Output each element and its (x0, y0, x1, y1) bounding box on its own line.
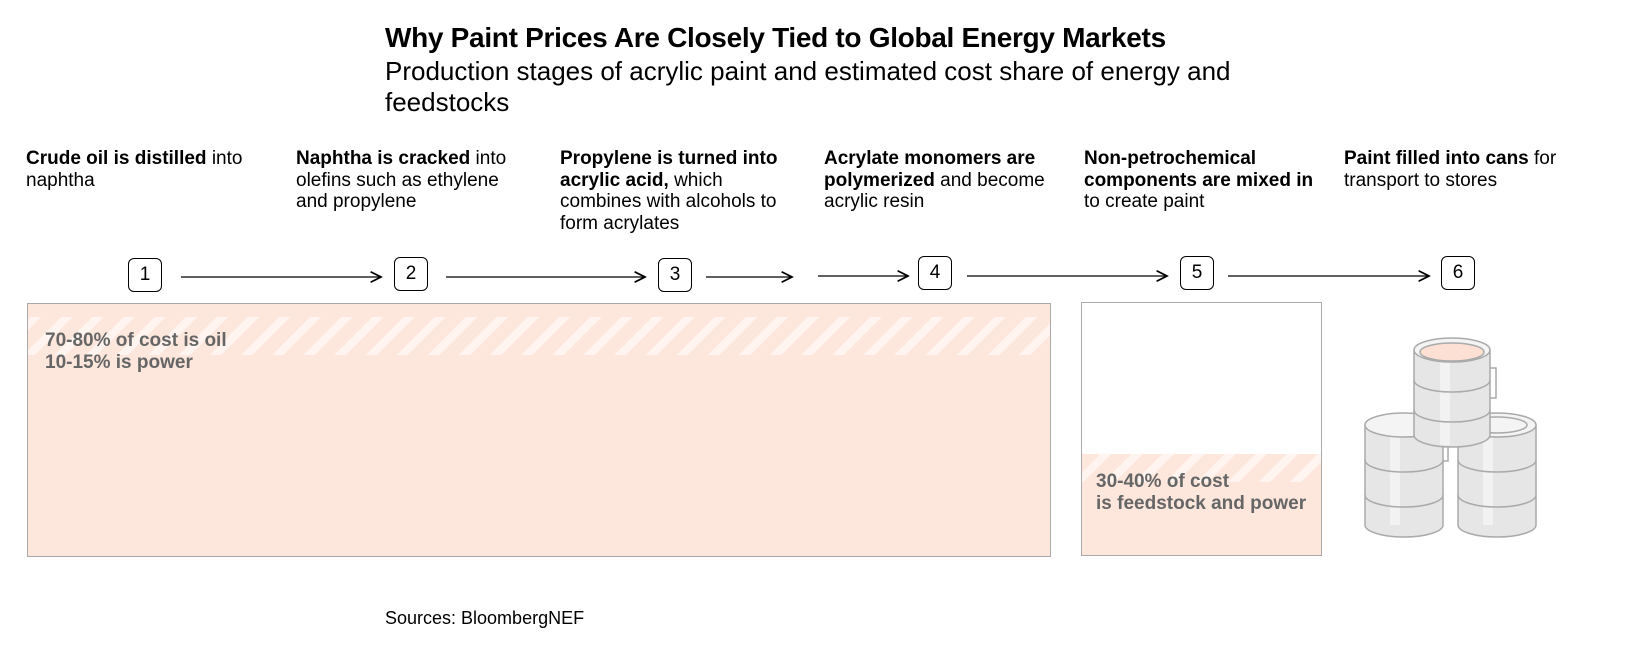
stage-number: 2 (394, 257, 428, 291)
stage-desc: for transport to stores (1344, 148, 1557, 191)
stage-number: 6 (1441, 256, 1475, 290)
stage-text: Paint filled into cans for transport to … (1344, 148, 1576, 191)
can (1413, 337, 1497, 448)
stage-desc: into naphtha (26, 148, 243, 191)
stage-bold: Paint filled into cans (1344, 148, 1529, 169)
subtitle: Production stages of acrylic paint and e… (385, 56, 1231, 117)
box-text: 30-40% of cost is feedstock and power (1096, 471, 1306, 515)
stage-desc: into olefins such as ethylene and propyl… (296, 148, 507, 212)
title: Why Paint Prices Are Closely Tied to Glo… (385, 22, 1166, 53)
stage-bold: Naphtha is cracked (296, 148, 471, 169)
stage-desc: which combines with alcohols to form acr… (560, 169, 777, 234)
stage-bold: Non-petrochemical components are mixed i… (1084, 148, 1314, 191)
stage-desc: and become acrylic resin (824, 169, 1045, 213)
box-line: 30-40% of cost (1096, 471, 1230, 492)
arrows (181, 276, 1429, 277)
stage-text: Naphtha is cracked into olefins such as … (296, 148, 524, 213)
stage-text: Crude oil is distilled into naphtha (26, 148, 258, 191)
stripes (28, 317, 1050, 355)
source: Sources: BloombergNEF (385, 608, 585, 628)
can (1457, 412, 1537, 538)
paint-cans (1364, 337, 1537, 538)
box-text: 70-80% of cost is oil 10-15% is power (45, 330, 227, 374)
box-line: 10-15% is power (45, 352, 193, 373)
stage-text: Propylene is turned into acrylic acid, w… (560, 148, 796, 234)
stage-number: 5 (1180, 256, 1214, 290)
stage-bold: Crude oil is distilled (26, 148, 207, 169)
stage-number: 4 (918, 256, 952, 290)
stage-desc: to create paint (1084, 191, 1205, 212)
stage-text: Non-petrochemical components are mixed i… (1084, 148, 1324, 213)
stage-text: Acrylate monomers are polymerized and be… (824, 148, 1060, 213)
cost-box: 70-80% of cost is oil 10-15% is power (27, 303, 1051, 557)
cost-box: 30-40% of cost is feedstock and power (1081, 302, 1322, 556)
box-line: 70-80% of cost is oil (45, 330, 227, 351)
stage-bold: Acrylate monomers are polymerized (824, 148, 1036, 191)
box-line: is feedstock and power (1096, 493, 1307, 514)
stage-number: 1 (128, 258, 162, 292)
stage-bold: Propylene is turned into acrylic acid, (560, 148, 778, 191)
can (1364, 412, 1449, 538)
stripes (1082, 454, 1321, 482)
stage-number: 3 (658, 258, 692, 292)
